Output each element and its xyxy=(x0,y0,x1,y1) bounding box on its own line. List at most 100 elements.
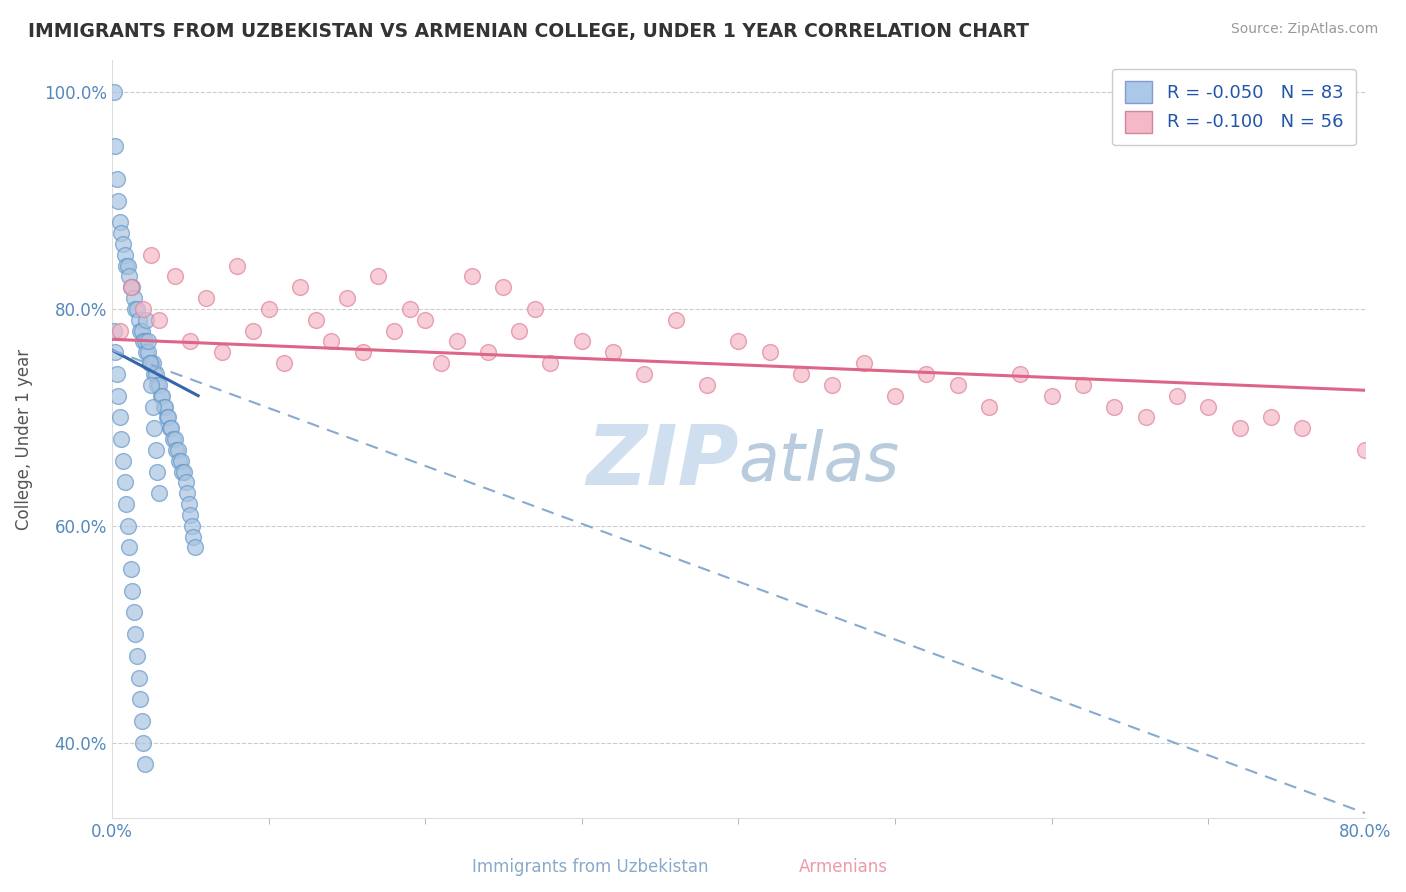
Point xyxy=(273,356,295,370)
Point xyxy=(211,345,233,359)
Point xyxy=(946,377,969,392)
Point xyxy=(1229,421,1251,435)
Point xyxy=(117,259,139,273)
Point xyxy=(540,356,562,370)
Point xyxy=(665,312,688,326)
Point xyxy=(105,367,128,381)
Point xyxy=(104,345,127,359)
Point xyxy=(915,367,938,381)
Point xyxy=(398,301,420,316)
Point xyxy=(115,259,138,273)
Point xyxy=(156,410,179,425)
Point xyxy=(174,475,197,490)
Point xyxy=(114,248,136,262)
Point xyxy=(128,671,150,685)
Point xyxy=(179,508,201,522)
Point xyxy=(1040,389,1063,403)
Point xyxy=(727,334,749,349)
Point xyxy=(152,400,174,414)
Point xyxy=(288,280,311,294)
Text: IMMIGRANTS FROM UZBEKISTAN VS ARMENIAN COLLEGE, UNDER 1 YEAR CORRELATION CHART: IMMIGRANTS FROM UZBEKISTAN VS ARMENIAN C… xyxy=(28,22,1029,41)
Point xyxy=(103,85,125,99)
Point xyxy=(166,442,188,457)
Point xyxy=(121,280,143,294)
Point xyxy=(121,583,143,598)
Point xyxy=(226,259,249,273)
Point xyxy=(139,377,162,392)
Point xyxy=(382,324,405,338)
Point xyxy=(131,324,153,338)
Point xyxy=(162,432,184,446)
Point xyxy=(143,421,166,435)
Point xyxy=(132,301,155,316)
Point xyxy=(148,377,170,392)
Point xyxy=(110,226,132,240)
Point xyxy=(633,367,655,381)
Point xyxy=(124,301,146,316)
Legend: R = -0.050   N = 83, R = -0.100   N = 56: R = -0.050 N = 83, R = -0.100 N = 56 xyxy=(1112,69,1355,145)
Point xyxy=(430,356,453,370)
Point xyxy=(115,497,138,511)
Point xyxy=(103,324,125,338)
Point xyxy=(118,541,141,555)
Point xyxy=(1071,377,1094,392)
Point xyxy=(165,442,187,457)
Point xyxy=(114,475,136,490)
Point xyxy=(148,486,170,500)
Point xyxy=(120,280,142,294)
Point xyxy=(571,334,593,349)
Point xyxy=(104,139,127,153)
Point xyxy=(977,400,1000,414)
Point xyxy=(138,356,160,370)
Point xyxy=(148,312,170,326)
Point xyxy=(184,541,207,555)
Text: atlas: atlas xyxy=(738,429,900,495)
Point xyxy=(108,324,131,338)
Point xyxy=(696,377,718,392)
Point xyxy=(177,497,200,511)
Text: Immigrants from Uzbekistan: Immigrants from Uzbekistan xyxy=(472,858,709,876)
Point xyxy=(179,334,201,349)
Point xyxy=(128,312,150,326)
Point xyxy=(163,269,186,284)
Point xyxy=(1102,400,1125,414)
Point xyxy=(105,172,128,186)
Point xyxy=(110,432,132,446)
Point xyxy=(257,301,280,316)
Point xyxy=(132,334,155,349)
Point xyxy=(446,334,468,349)
Point xyxy=(1354,442,1376,457)
Point xyxy=(125,648,148,663)
Point xyxy=(160,421,183,435)
Point xyxy=(821,377,844,392)
Point xyxy=(157,410,180,425)
Point xyxy=(135,345,157,359)
Point xyxy=(884,389,907,403)
Point xyxy=(129,692,152,706)
Point xyxy=(183,530,205,544)
Point xyxy=(108,215,131,229)
Point xyxy=(134,757,156,772)
Point xyxy=(194,291,217,305)
Point xyxy=(124,627,146,641)
Point xyxy=(111,453,134,467)
Point xyxy=(136,334,159,349)
Point xyxy=(107,194,129,208)
Point xyxy=(132,735,155,749)
Point xyxy=(413,312,436,326)
Point xyxy=(142,356,165,370)
Point xyxy=(129,324,152,338)
Point xyxy=(146,377,169,392)
Point xyxy=(138,356,160,370)
Point xyxy=(602,345,624,359)
Point xyxy=(172,465,194,479)
Point xyxy=(136,345,159,359)
Point xyxy=(142,400,165,414)
Point xyxy=(1135,410,1157,425)
Point xyxy=(1166,389,1188,403)
Point xyxy=(150,389,173,403)
Point xyxy=(120,562,142,576)
Point xyxy=(173,465,195,479)
Point xyxy=(492,280,515,294)
Point xyxy=(107,389,129,403)
